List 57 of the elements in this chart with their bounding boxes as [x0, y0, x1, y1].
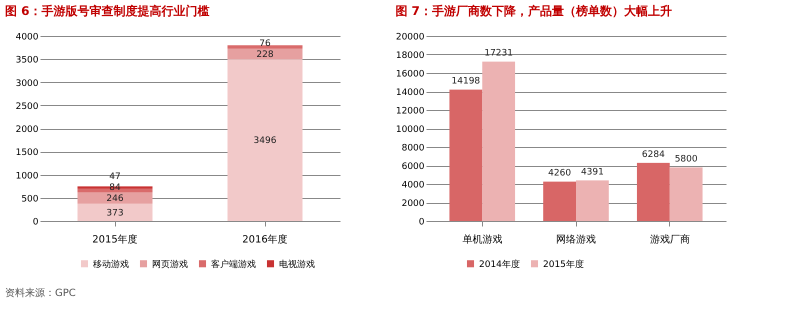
x-tick-label: 2016年度 — [242, 234, 288, 246]
bar — [228, 45, 302, 49]
y-tick-label: 2000 — [402, 199, 425, 209]
x-tick-label: 单机游戏 — [462, 234, 502, 246]
legend-label: 2015年度 — [543, 258, 584, 270]
y-tick-label: 2000 — [16, 125, 39, 135]
legend-label: 电视游戏 — [279, 258, 315, 270]
data-label: 6284 — [642, 150, 666, 160]
x-tick-label: 2015年度 — [92, 234, 138, 246]
legend-label: 移动游戏 — [93, 258, 129, 270]
y-tick-label: 16000 — [396, 70, 425, 80]
data-label: 47 — [109, 172, 121, 182]
bar — [543, 182, 576, 221]
data-label: 5800 — [674, 154, 698, 164]
bar — [449, 90, 482, 221]
bar — [78, 192, 152, 204]
data-label: 228 — [256, 50, 274, 60]
bar — [78, 204, 152, 221]
bar — [576, 180, 609, 221]
y-tick-label: 1500 — [16, 148, 39, 158]
y-tick-label: 2500 — [16, 102, 39, 112]
data-label: 373 — [106, 208, 124, 218]
y-tick-label: 20000 — [396, 32, 425, 42]
y-tick-label: 4000 — [402, 180, 425, 190]
bar — [228, 59, 302, 221]
data-label: 3496 — [254, 136, 277, 146]
y-tick-label: 3500 — [16, 56, 39, 66]
text: 资料来源：GPC — [5, 287, 76, 299]
y-tick-label: 6000 — [402, 162, 425, 172]
x-tick-label: 游戏厂商 — [650, 234, 690, 246]
y-tick-label: 0 — [32, 218, 39, 228]
legend-label: 2014年度 — [479, 258, 520, 270]
y-tick-label: 0 — [418, 218, 425, 228]
y-tick-label: 500 — [21, 194, 39, 204]
data-label: 4260 — [548, 168, 572, 179]
bar — [670, 167, 703, 221]
y-tick-label: 12000 — [396, 106, 425, 116]
bar — [636, 162, 670, 221]
data-label: 14198 — [452, 76, 480, 87]
x-tick-label: 网络游戏 — [556, 234, 596, 246]
data-label: 246 — [106, 194, 124, 204]
y-tick-label: 14000 — [396, 88, 425, 98]
y-tick-label: 3000 — [16, 78, 39, 89]
bar — [482, 62, 516, 221]
legend-label: 网页游戏 — [152, 258, 188, 270]
y-tick-label: 1000 — [16, 171, 39, 182]
y-tick-label: 4000 — [16, 32, 39, 42]
data-label: 4391 — [580, 167, 604, 178]
bar — [228, 48, 302, 60]
chart-title: 图 7：手游厂商数下降，产品量（榜单数）大幅上升 — [395, 4, 672, 18]
data-label: 84 — [109, 183, 121, 194]
chart-title: 图 6：手游版号审查制度提高行业门槛 — [5, 4, 210, 18]
y-tick-label: 18000 — [396, 51, 425, 61]
data-label: 17231 — [484, 48, 513, 59]
y-tick-label: 10000 — [396, 125, 425, 135]
legend-label: 客户端游戏 — [211, 258, 256, 270]
y-tick-label: 8000 — [402, 144, 425, 154]
